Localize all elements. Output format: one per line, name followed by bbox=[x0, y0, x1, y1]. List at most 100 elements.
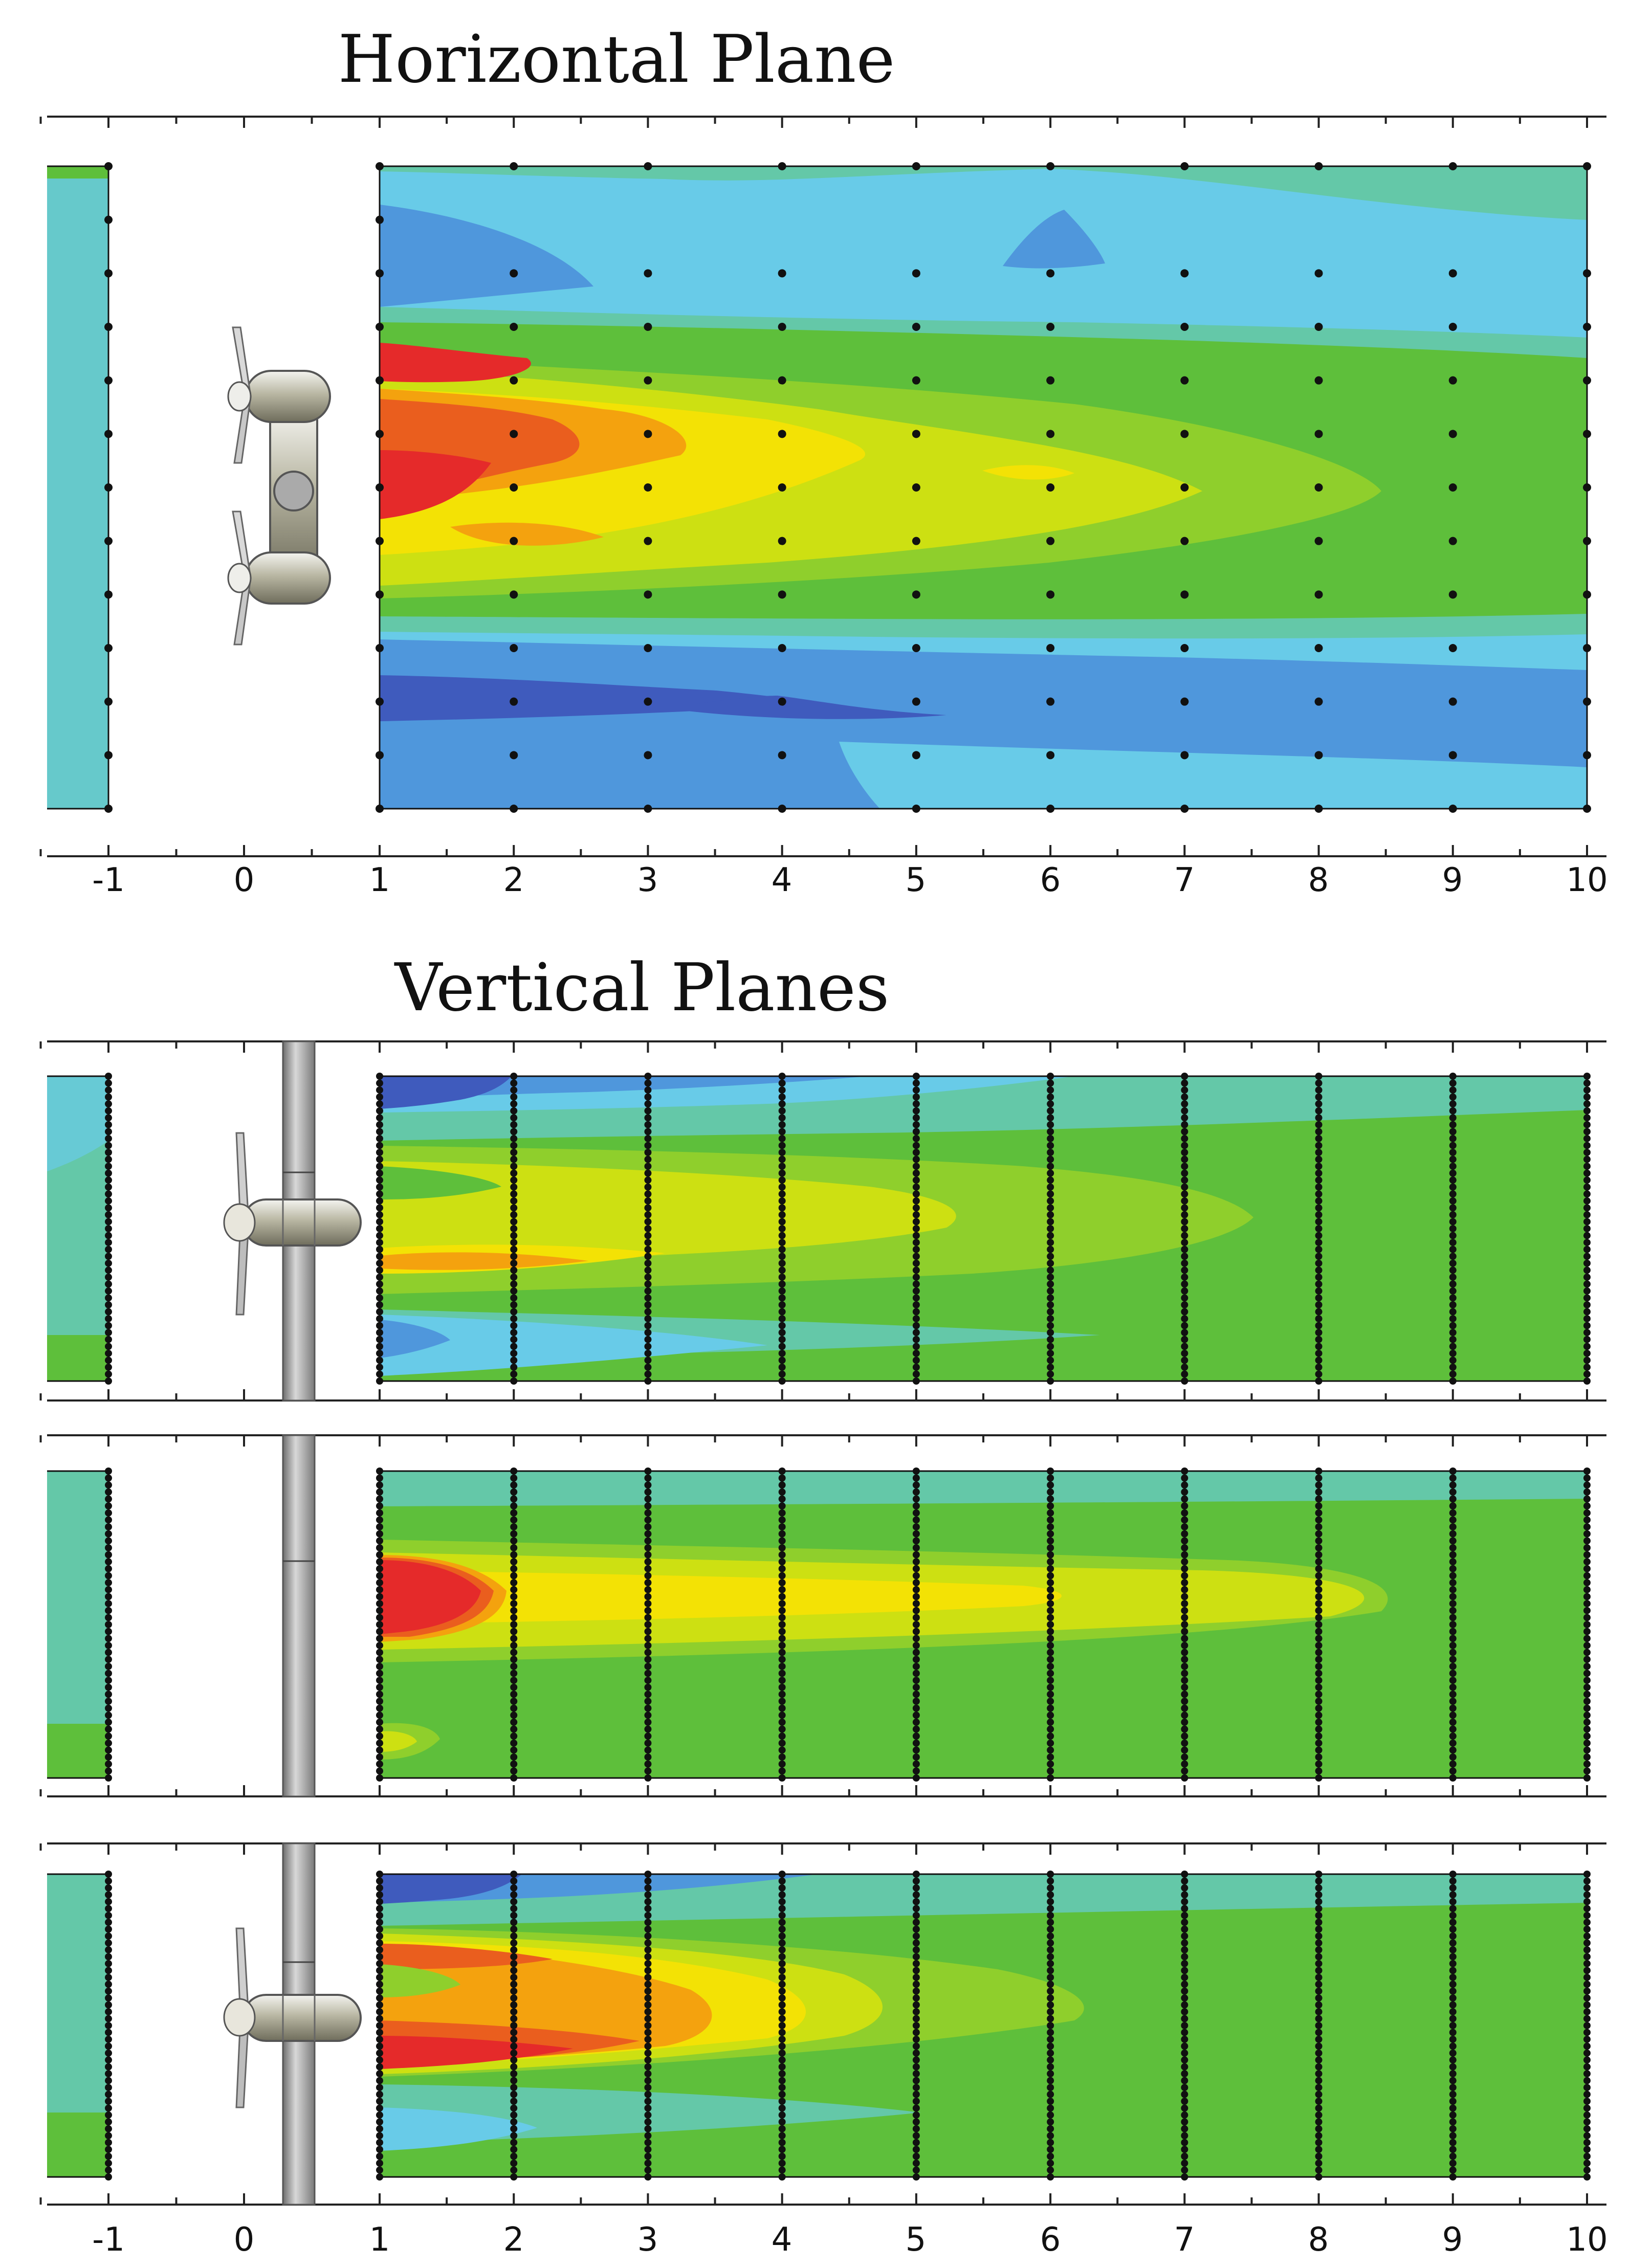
probe-point bbox=[912, 1190, 920, 1198]
probe-point bbox=[1315, 1670, 1323, 1677]
probe-point bbox=[912, 1301, 920, 1308]
probe-point bbox=[1315, 1628, 1323, 1635]
probe-point bbox=[1583, 1308, 1591, 1316]
probe-point bbox=[510, 1551, 518, 1559]
probe-point bbox=[778, 2070, 786, 2078]
probe-point bbox=[1315, 2166, 1323, 2174]
probe-point bbox=[510, 2049, 518, 2057]
bottom-tick-label-1: 1 bbox=[369, 2221, 390, 2259]
probe-point bbox=[778, 644, 786, 652]
probe-point bbox=[510, 2056, 518, 2064]
probe-point bbox=[105, 1197, 112, 1205]
probe-point bbox=[912, 1336, 920, 1343]
probe-point bbox=[105, 2111, 112, 2119]
horizontal-tick-label-6: 6 bbox=[1040, 861, 1061, 899]
probe-point bbox=[912, 1656, 920, 1663]
probe-point bbox=[1583, 1246, 1591, 1253]
probe-point bbox=[1583, 1169, 1591, 1177]
probe-point bbox=[105, 1871, 112, 1878]
vertical-planes-title: Vertical Planes bbox=[394, 950, 890, 1026]
probe-point bbox=[912, 2160, 920, 2167]
probe-point bbox=[105, 1336, 112, 1343]
probe-point bbox=[376, 2132, 383, 2140]
probe-point bbox=[1181, 1919, 1188, 1926]
probe-point bbox=[510, 1100, 518, 1108]
probe-point bbox=[105, 2132, 112, 2140]
probe-point bbox=[1583, 1891, 1591, 1899]
probe-point bbox=[778, 1774, 786, 1782]
probe-point bbox=[376, 1336, 383, 1343]
probe-point bbox=[912, 1891, 920, 1899]
probe-point bbox=[778, 1953, 786, 1961]
probe-point bbox=[1583, 1662, 1591, 1670]
probe-point bbox=[1047, 1163, 1054, 1170]
probe-point bbox=[912, 269, 920, 278]
probe-point bbox=[1448, 483, 1457, 492]
probe-point bbox=[1449, 1079, 1457, 1087]
probe-point bbox=[510, 1114, 518, 1122]
probe-point bbox=[376, 1683, 383, 1691]
probe-point bbox=[510, 1704, 518, 1712]
probe-point bbox=[1181, 1670, 1188, 1677]
probe-point bbox=[105, 1218, 112, 1226]
probe-point bbox=[1449, 1370, 1457, 1378]
probe-point bbox=[105, 1232, 112, 1239]
probe-point bbox=[778, 2166, 786, 2174]
probe-point bbox=[1180, 162, 1189, 170]
probe-point bbox=[912, 430, 920, 438]
probe-point bbox=[1181, 1266, 1188, 1274]
probe-point bbox=[912, 1259, 920, 1267]
probe-point bbox=[510, 2015, 518, 2022]
probe-point bbox=[510, 1662, 518, 1670]
probe-point bbox=[1583, 1349, 1591, 1357]
probe-point bbox=[1583, 751, 1591, 760]
probe-point bbox=[644, 1086, 652, 1094]
probe-point bbox=[1583, 2001, 1591, 2009]
probe-point bbox=[104, 590, 113, 599]
probe-point bbox=[1583, 2008, 1591, 2016]
probe-point bbox=[778, 1523, 786, 1531]
probe-point bbox=[1449, 2111, 1457, 2119]
probe-point bbox=[912, 1558, 920, 1566]
probe-point bbox=[778, 1211, 786, 1218]
probe-point bbox=[105, 2022, 112, 2029]
probe-point bbox=[1047, 2152, 1054, 2160]
probe-point bbox=[912, 2001, 920, 2009]
probe-point bbox=[644, 1128, 652, 1136]
probe-point bbox=[1449, 1725, 1457, 1733]
probe-point bbox=[1181, 2063, 1188, 2071]
probe-point bbox=[105, 1704, 112, 1712]
probe-point bbox=[912, 1287, 920, 1295]
probe-point bbox=[778, 1329, 786, 1337]
probe-point bbox=[1047, 2022, 1054, 2029]
probe-point bbox=[1449, 1593, 1457, 1600]
probe-point bbox=[104, 537, 113, 545]
probe-point bbox=[644, 1718, 652, 1726]
probe-point bbox=[510, 1725, 518, 1733]
probe-point bbox=[1315, 1932, 1323, 1940]
probe-point bbox=[644, 1363, 652, 1371]
probe-point bbox=[1181, 1357, 1188, 1364]
probe-point bbox=[1315, 1677, 1323, 1684]
probe-point bbox=[1181, 2084, 1188, 2092]
probe-point bbox=[1583, 1073, 1591, 1080]
probe-point bbox=[510, 590, 518, 599]
probe-point bbox=[1047, 1280, 1054, 1288]
probe-point bbox=[1448, 430, 1457, 438]
probe-point bbox=[778, 1579, 786, 1587]
probe-point bbox=[1047, 1698, 1054, 1705]
probe-point bbox=[912, 1232, 920, 1239]
probe-point bbox=[105, 1635, 112, 1642]
probe-point bbox=[510, 1107, 518, 1115]
probe-point bbox=[510, 2091, 518, 2098]
probe-point bbox=[105, 2104, 112, 2112]
probe-point bbox=[644, 1586, 652, 1593]
probe-point bbox=[376, 1753, 383, 1761]
probe-point bbox=[104, 751, 113, 760]
probe-point bbox=[1047, 1114, 1054, 1122]
probe-point bbox=[778, 1287, 786, 1295]
probe-point bbox=[1449, 1939, 1457, 1947]
probe-point bbox=[644, 1502, 652, 1510]
probe-point bbox=[644, 2015, 652, 2022]
probe-point bbox=[376, 697, 384, 706]
